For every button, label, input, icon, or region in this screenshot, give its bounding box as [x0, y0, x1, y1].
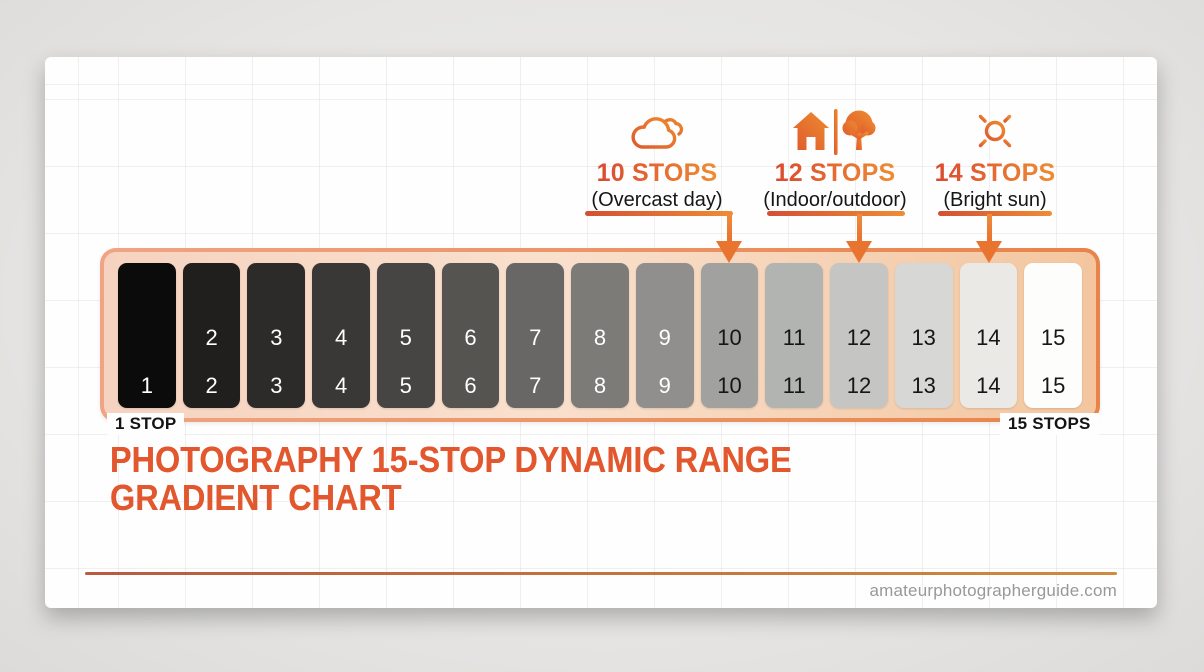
arrow-down-icon — [976, 241, 1002, 263]
stops-label: 14 STOPS — [934, 159, 1056, 187]
swatch-number-bottom: 7 — [529, 372, 542, 398]
annotation-underline-14 — [938, 211, 1052, 216]
swatch-number-bottom: 5 — [399, 372, 412, 398]
swatch-number-top: 10 — [717, 324, 742, 350]
annotation-10-stops: 10 STOPS (Overcast day) — [537, 105, 777, 212]
gradient-swatch-5: 5 5 — [376, 262, 435, 408]
swatch-number-top: 3 — [270, 324, 283, 350]
gradient-swatch-15: 15 15 — [1024, 262, 1083, 408]
annotation-connector-10 — [727, 214, 732, 244]
swatch-number-bottom: 6 — [464, 372, 477, 398]
page-title-line2: GRADIENT CHART — [110, 477, 402, 518]
swatch-number-bottom: 10 — [717, 372, 742, 398]
swatch-number-bottom: 4 — [334, 372, 348, 398]
swatch-number-bottom: 13 — [911, 372, 936, 398]
dynamic-range-bar-inner: 1 2 2 3 3 4 4 5 — [104, 252, 1096, 418]
arrow-down-icon — [846, 241, 872, 263]
stops-description: (Bright sun) — [943, 189, 1047, 211]
swatch-number-top: 11 — [782, 324, 806, 350]
bar-end-label: 15 STOPS — [1000, 413, 1099, 435]
swatch-number-top: 7 — [529, 324, 542, 350]
swatch-number-bottom: 12 — [846, 372, 872, 398]
swatch-number-bottom: 3 — [270, 372, 283, 398]
arrow-down-icon — [716, 241, 742, 263]
cloud-icon — [626, 105, 688, 157]
bar-start-label: 1 STOP — [107, 413, 185, 435]
swatch-number-top: 9 — [658, 324, 671, 350]
dynamic-range-bar: 1 2 2 3 3 4 4 5 — [100, 248, 1100, 422]
swatch-number-top: 6 — [464, 324, 477, 350]
gradient-swatch-6: 6 6 — [441, 262, 500, 408]
gradient-swatch-4: 4 4 — [312, 262, 370, 408]
gradient-swatch-3: 3 3 — [247, 262, 306, 408]
infographic-card: 10 STOPS (Overcast day) — [45, 57, 1157, 608]
swatch-number-top: 8 — [593, 324, 607, 350]
gradient-swatch-1: 1 — [118, 262, 176, 408]
swatch-number-top: 14 — [976, 324, 1001, 350]
swatch-number-bottom: 15 — [1040, 372, 1066, 398]
gradient-swatch-7: 7 7 — [506, 262, 565, 408]
swatch-number-top: 15 — [1040, 324, 1066, 350]
gradient-swatch-14: 14 14 — [959, 262, 1018, 408]
stops-description: (Indoor/outdoor) — [763, 189, 907, 211]
annotation-underline-10 — [585, 211, 733, 216]
gradient-swatch-8: 8 8 — [571, 262, 629, 408]
sun-icon — [969, 105, 1021, 157]
footer-divider — [85, 572, 1117, 575]
swatch-number-bottom: 8 — [593, 372, 607, 398]
gradient-swatch-11: 11 11 — [765, 262, 824, 408]
swatch-number-top: 13 — [911, 324, 936, 350]
page-title: PHOTOGRAPHY 15-STOP DYNAMIC RANGE GRADIE… — [110, 441, 794, 517]
stops-label: 12 STOPS — [774, 159, 896, 187]
house-tree-icon — [792, 105, 878, 157]
gradient-swatch-9: 9 9 — [635, 262, 694, 408]
gradient-swatch-13: 13 13 — [894, 262, 953, 408]
swatch-number-top: 2 — [205, 324, 218, 350]
page-title-line1: PHOTOGRAPHY 15-STOP DYNAMIC RANGE — [110, 439, 792, 480]
swatch-number-bottom: 1 — [140, 372, 153, 398]
swatch-number-top: 12 — [846, 324, 872, 350]
swatch-number-top: 5 — [399, 324, 412, 350]
swatch-number-bottom: 14 — [976, 372, 1001, 398]
swatch-number-bottom: 9 — [658, 372, 671, 398]
swatch-number-bottom: 11 — [782, 372, 806, 398]
annotation-connector-12 — [857, 214, 862, 244]
annotation-14-stops: 14 STOPS (Bright sun) — [875, 105, 1115, 212]
stops-label: 10 STOPS — [596, 159, 718, 187]
swatch-number-top: 4 — [334, 324, 348, 350]
gradient-swatch-12: 12 12 — [830, 262, 888, 408]
annotation-12-stops: 12 STOPS (Indoor/outdoor) — [715, 105, 955, 212]
annotation-connector-14 — [987, 214, 992, 244]
gradient-swatch-10: 10 10 — [700, 262, 759, 408]
annotation-underline-12 — [767, 211, 905, 216]
swatch-number-bottom: 2 — [205, 372, 218, 398]
stops-description: (Overcast day) — [591, 189, 723, 211]
gradient-swatch-2: 2 2 — [182, 262, 241, 408]
website-credit: amateurphotographerguide.com — [869, 581, 1117, 600]
